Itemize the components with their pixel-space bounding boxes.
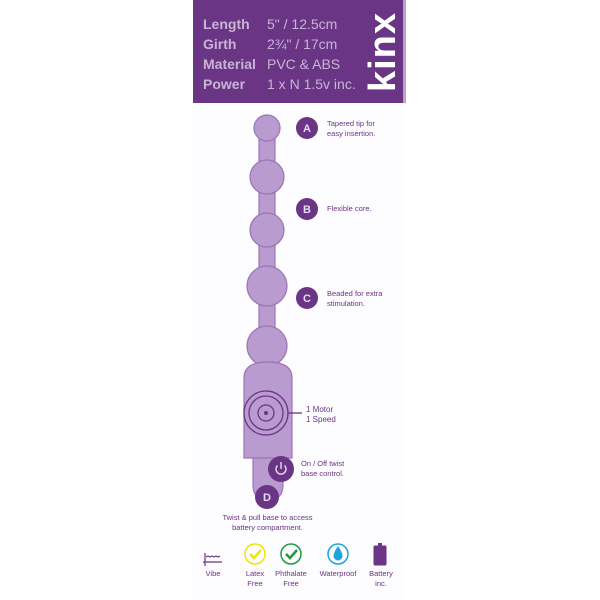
callout-d-text: Twist & pull base to access battery compa… (220, 513, 315, 533)
spec-label: Material (203, 56, 256, 72)
feature-label: Battery (369, 569, 393, 578)
feature-phthalate-free: Phthalate Free (275, 569, 307, 589)
power-text: On / Off twist base control. (301, 459, 344, 479)
motor-center-dot (264, 411, 268, 415)
spec-power: Power 1 x N 1.5v inc. (203, 76, 356, 93)
spec-value: 5" / 12.5cm (267, 16, 338, 32)
callout-line: 1 Motor (306, 405, 334, 414)
callout-line: stimulation. (327, 299, 365, 308)
feature-label: Free (247, 579, 263, 588)
bead-3 (249, 212, 285, 248)
spec-label: Power (203, 76, 246, 92)
spec-value: PVC & ABS (267, 56, 341, 72)
badge-d-label: D (263, 492, 271, 504)
badge-c (296, 287, 318, 309)
feature-label: Latex (245, 569, 265, 578)
callout-line: easy insertion. (327, 129, 376, 138)
feature-label: inc. (375, 579, 387, 588)
spec-label: Girth (203, 36, 237, 52)
callout-line: Beaded for extra (327, 289, 383, 298)
callout-line: On / Off twist (301, 459, 345, 468)
specs-header (193, 0, 403, 103)
callout-c-text: Beaded for extra stimulation. (327, 289, 382, 309)
badge-b-label: B (303, 204, 311, 216)
water-drop-icon (327, 543, 349, 565)
callout-line: Twist & pull base to access (222, 513, 313, 522)
feature-label: Vibe (205, 569, 221, 578)
feature-battery-included: Battery inc. (369, 569, 393, 589)
latex-free-check-icon (244, 543, 266, 565)
callout-line: 1 Speed (306, 415, 336, 424)
bead-2 (249, 159, 285, 195)
feature-waterproof: Waterproof (320, 569, 357, 579)
callout-line: Flexible core. (327, 204, 372, 213)
feature-label: Free (283, 579, 299, 588)
badge-c-label: C (303, 293, 311, 305)
badge-d (255, 485, 279, 509)
phthalate-free-check-icon (280, 543, 302, 565)
spec-material: Material PVC & ABS (203, 56, 340, 73)
callout-line: base control. (301, 469, 344, 478)
vibe-icon (203, 553, 222, 566)
spec-length: Length 5" / 12.5cm (203, 16, 337, 33)
badge-a (296, 117, 318, 139)
spec-label: Length (203, 16, 250, 32)
spec-value: 1 x N 1.5v inc. (267, 76, 356, 92)
badge-b (296, 198, 318, 220)
battery-icon (373, 543, 387, 566)
callout-a-text: Tapered tip for easy insertion. (327, 119, 375, 139)
device-body (243, 361, 293, 459)
bead-5 (246, 325, 288, 367)
spec-value: 2¾" / 17cm (267, 36, 338, 52)
callout-line: battery compartment. (232, 523, 303, 532)
feature-label: Waterproof (319, 569, 357, 578)
badge-a-label: A (303, 123, 311, 135)
spec-girth: Girth 2¾" / 17cm (203, 36, 337, 53)
feature-label: Phthalate (275, 569, 307, 578)
callout-line: Tapered tip for (327, 119, 375, 128)
feature-vibe: Vibe (206, 569, 221, 579)
power-icon (275, 462, 287, 475)
bead-4 (246, 265, 288, 307)
motor-text: 1 Motor 1 Speed (306, 405, 336, 425)
header-strip (403, 0, 406, 103)
bead-1 (253, 114, 281, 142)
motor-icon (243, 390, 302, 436)
callout-b-text: Flexible core. (327, 204, 372, 214)
feature-latex-free: Latex Free (246, 569, 264, 589)
